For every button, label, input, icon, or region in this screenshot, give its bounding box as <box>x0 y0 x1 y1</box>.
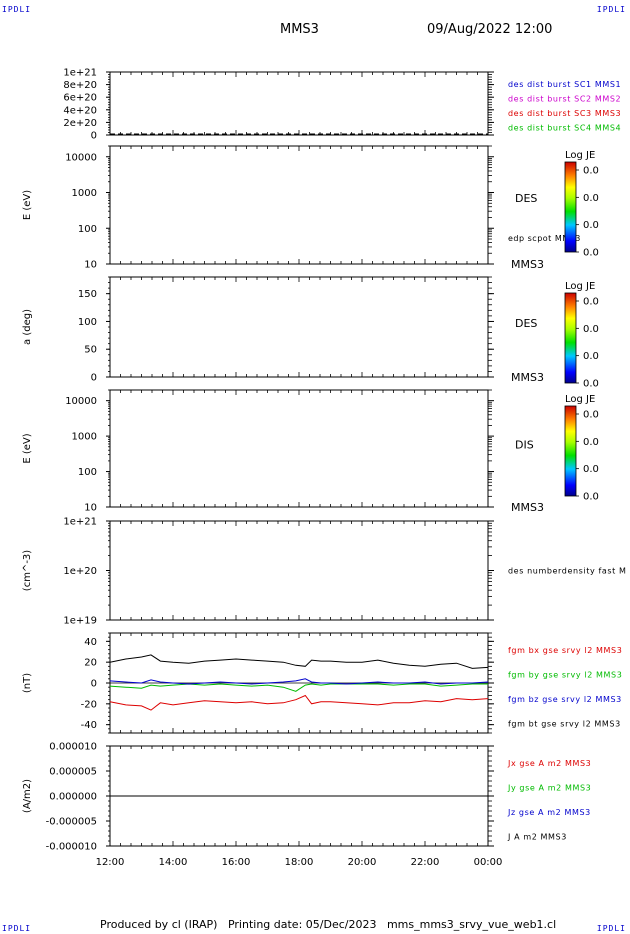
colorbar-title: Log JE <box>565 281 595 292</box>
y-tick-label: 0 <box>91 131 97 142</box>
y-tick-label: 100 <box>78 224 97 235</box>
y-tick-label: 1e+21 <box>63 517 97 528</box>
colorbar-tick-label: 0.0 <box>583 410 599 421</box>
spacecraft-label: MMS3 <box>511 501 544 514</box>
y-tick-label: -20 <box>81 699 97 710</box>
y-tick-label: 0.000010 <box>49 742 97 753</box>
corner-mark-bottom-left: IPDLI <box>2 924 32 933</box>
y-tick-label: 4e+20 <box>63 105 97 116</box>
colorbar-tick-label: 0.0 <box>583 379 599 390</box>
corner-mark-bottom-right: IPDLI <box>596 924 626 933</box>
scpot-label: edp scpot MMS3 <box>508 234 581 243</box>
y-tick-label: 2e+20 <box>63 118 97 129</box>
colorbar-tick-label: 0.0 <box>583 297 599 308</box>
colorbar-tick-label: 0.0 <box>583 437 599 448</box>
colorbar-tick-label: 0.0 <box>583 220 599 231</box>
spacecraft-label: MMS3 <box>511 258 544 271</box>
y-tick-label: 20 <box>84 658 97 669</box>
y-tick-label: -40 <box>81 720 97 731</box>
legend-label: Jx gse A m2 MMS3 <box>507 759 591 768</box>
legend-label: des dist burst SC2 MMS2 <box>508 95 621 104</box>
y-tick-label: 1000 <box>72 188 97 199</box>
legend-label: des dist burst SC3 MMS3 <box>508 109 621 118</box>
y-tick-label: 100 <box>78 317 97 328</box>
spacecraft-title: MMS3 <box>280 22 319 37</box>
legend-label: des dist burst SC4 MMS4 <box>508 124 621 133</box>
x-tick-label: 18:00 <box>285 857 314 868</box>
y-tick-label: 50 <box>84 345 97 356</box>
instrument-label: DES <box>515 317 537 330</box>
series-line <box>109 683 488 692</box>
colorbar-tick-label: 0.0 <box>583 324 599 335</box>
panel-frame <box>109 276 489 378</box>
legend-label: J A m2 MMS3 <box>507 833 567 842</box>
y-tick-label: 10000 <box>65 152 97 163</box>
legend-label: fgm by gse srvy l2 MMS3 <box>508 671 622 680</box>
legend-label: des dist burst SC1 MMS1 <box>508 80 621 89</box>
y-axis-label: a (deg) <box>22 309 33 345</box>
corner-mark-top-left: IPDLI <box>2 5 32 14</box>
panel-frame <box>109 389 489 508</box>
legend-label: Jy gse A m2 MMS3 <box>507 784 591 793</box>
series-line <box>109 694 489 711</box>
y-tick-label: 6e+20 <box>63 93 97 104</box>
legend-label: fgm bz gse srvy l2 MMS3 <box>508 695 622 704</box>
colorbar-tick-label: 0.0 <box>583 248 599 259</box>
series-line <box>109 678 489 685</box>
spacecraft-label: MMS3 <box>511 371 544 384</box>
colorbar-tick-label: 0.0 <box>583 193 599 204</box>
instrument-label: DES <box>515 192 537 205</box>
y-tick-label: -0.000005 <box>46 817 97 828</box>
y-tick-label: -0.000010 <box>46 842 97 853</box>
y-tick-label: 1000 <box>72 432 97 443</box>
instrument-label: DIS <box>515 439 534 452</box>
colorbar-tick-label: 0.0 <box>583 166 599 177</box>
colorbar <box>564 292 577 384</box>
y-axis-label: E (eV) <box>22 433 33 463</box>
colorbar <box>564 405 577 497</box>
colorbar <box>564 161 577 253</box>
legend-label: fgm bx gse srvy l2 MMS3 <box>508 646 622 655</box>
y-tick-label: 8e+20 <box>63 80 97 91</box>
y-tick-label: 0.000000 <box>49 792 97 803</box>
footer-credit: Produced by cl (IRAP) Printing date: 05/… <box>100 918 557 931</box>
series-line <box>109 654 489 669</box>
y-tick-label: 10 <box>84 260 97 271</box>
y-tick-label: 150 <box>78 289 97 300</box>
colorbar-title: Log JE <box>565 394 595 405</box>
y-tick-label: 10000 <box>65 396 97 407</box>
x-tick-label: 16:00 <box>222 857 251 868</box>
x-tick-label: 14:00 <box>159 857 188 868</box>
colorbar-title: Log JE <box>565 150 595 161</box>
x-tick-label: 00:00 <box>474 857 503 868</box>
y-tick-label: 0 <box>91 373 97 384</box>
y-tick-label: 40 <box>84 637 97 648</box>
y-axis-label: (nT) <box>22 673 33 693</box>
x-tick-label: 22:00 <box>411 857 440 868</box>
legend-label: fgm bt gse srvy l2 MMS3 <box>508 720 621 729</box>
y-axis-label: E (eV) <box>22 190 33 220</box>
y-axis-label: (cm^-3) <box>22 550 33 591</box>
legend-label: Jz gse A m2 MMS3 <box>507 808 591 817</box>
x-tick-label: 20:00 <box>348 857 377 868</box>
panel-frame <box>109 145 489 265</box>
legend-label: des numberdensity fast M <box>508 567 627 576</box>
colorbar-tick-label: 0.0 <box>583 464 599 475</box>
y-tick-label: 0.000005 <box>49 767 97 778</box>
colorbar-tick-label: 0.0 <box>583 492 599 503</box>
corner-mark-top-right: IPDLI <box>596 5 626 14</box>
colorbar-tick-label: 0.0 <box>583 351 599 362</box>
y-tick-label: 100 <box>78 467 97 478</box>
y-axis-label: (A/m2) <box>22 779 33 813</box>
plot-datetime: 09/Aug/2022 12:00 <box>427 22 553 37</box>
y-tick-label: 10 <box>84 503 97 514</box>
x-tick-label: 12:00 <box>96 857 125 868</box>
panel-frame <box>109 520 489 621</box>
y-tick-label: 0 <box>91 679 97 690</box>
y-tick-label: 1e+19 <box>63 616 97 627</box>
y-tick-label: 1e+20 <box>63 566 97 577</box>
panel-frame <box>109 71 489 136</box>
y-tick-label: 1e+21 <box>63 68 97 79</box>
